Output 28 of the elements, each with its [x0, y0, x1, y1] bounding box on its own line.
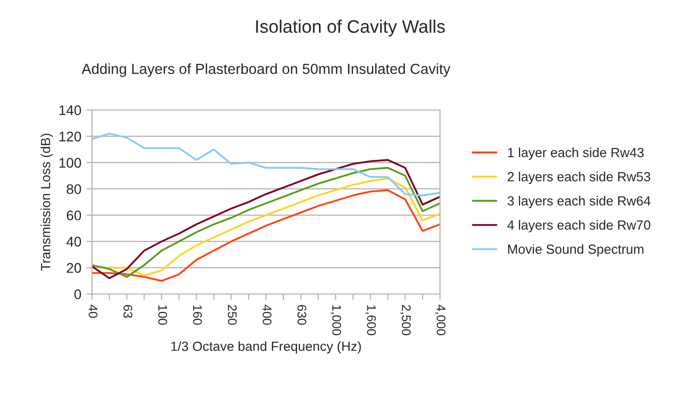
- x-tick-label: 1,000: [330, 305, 342, 336]
- legend-label: 1 layer each side Rw43: [508, 148, 644, 160]
- y-tick-label: 100: [59, 158, 82, 168]
- legend-label: 3 layers each side Rw64: [508, 196, 650, 208]
- y-tick-label: 120: [59, 132, 82, 142]
- x-tick-label: 100: [158, 305, 168, 325]
- y-tick-label: 60: [66, 210, 82, 220]
- x-tick-label: 400: [262, 304, 272, 325]
- x-tick-label: 63: [123, 305, 132, 318]
- y-tick-label: 40: [66, 236, 82, 247]
- x-axis-title: 1/3 Octave band Frequency (Hz): [171, 341, 361, 354]
- x-tick-label: 40: [88, 304, 98, 318]
- y-tick-label: 140: [59, 105, 82, 116]
- y-tick-label: 80: [66, 184, 82, 194]
- x-tick-label: 630: [297, 305, 306, 325]
- legend-label: Movie Sound Spectrum: [508, 244, 644, 256]
- legend-label: 4 layers each side Rw70: [507, 220, 650, 232]
- chart-subtitle: Adding Layers of Plasterboard on 50mm Insulated Cavity: [82, 63, 450, 77]
- legend-label: 2 layers each side Rw53: [508, 172, 650, 184]
- chart-title: Isolation of Cavity Walls: [256, 20, 445, 36]
- y-tick-label: 0: [74, 289, 82, 300]
- y-axis-title: Transmission Loss (dB): [40, 134, 53, 271]
- x-tick-label: 160: [193, 305, 202, 325]
- y-tick-label: 20: [66, 263, 82, 273]
- x-tick-label: 1,600: [366, 305, 376, 336]
- x-tick-label: 250: [228, 305, 237, 325]
- x-tick-label: 2,500: [400, 305, 411, 336]
- x-tick-label: 4,000: [435, 304, 446, 336]
